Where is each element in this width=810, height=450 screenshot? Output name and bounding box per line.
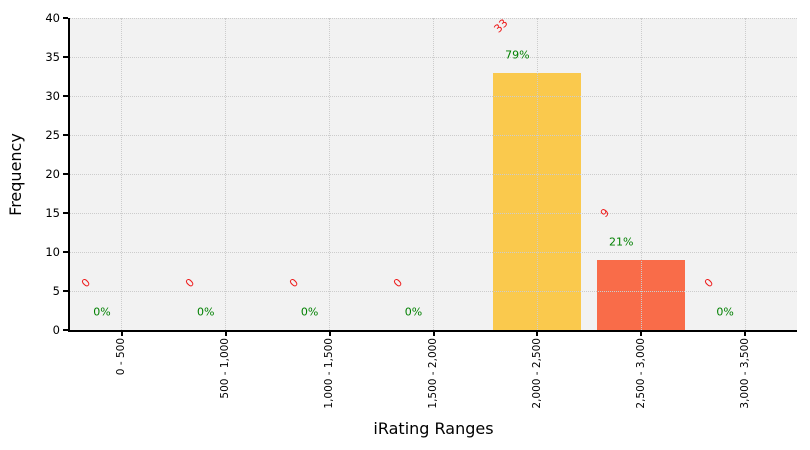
y-tick-label: 20	[45, 167, 60, 181]
v-gridline	[121, 18, 123, 330]
x-tick-label: 3,000 - 3,500	[738, 338, 751, 409]
x-tick-mark	[224, 332, 227, 336]
y-tick-label: 15	[45, 206, 60, 220]
count-label: 0	[78, 275, 93, 291]
y-axis-spine	[68, 18, 70, 332]
x-axis-title: iRating Ranges	[373, 419, 494, 438]
v-gridline	[329, 18, 331, 330]
count-label: 33	[491, 16, 511, 36]
y-tick-label: 25	[45, 128, 60, 142]
y-tick-label: 0	[52, 323, 60, 337]
count-label: 0	[182, 275, 197, 291]
y-tick-label: 30	[45, 89, 60, 103]
y-tick-label: 35	[45, 50, 60, 64]
y-tick-mark	[63, 95, 68, 97]
x-tick-label: 2,000 - 2,500	[530, 338, 543, 409]
x-tick-label: 1,500 - 2,000	[427, 338, 439, 409]
v-gridline	[536, 18, 538, 330]
percent-label: 0%	[716, 305, 734, 319]
percent-label: 0%	[404, 305, 423, 319]
x-tick-mark	[328, 332, 331, 336]
x-tick-label: 2,500 - 3,000	[634, 338, 647, 409]
y-tick-mark	[63, 251, 68, 253]
v-gridline	[225, 18, 227, 330]
x-tick-mark	[744, 332, 747, 336]
percent-label: 0%	[197, 305, 215, 319]
y-tick-mark	[63, 173, 68, 175]
y-tick-mark	[63, 212, 68, 214]
y-tick-label: 10	[45, 245, 60, 259]
y-tick-mark	[63, 329, 68, 331]
y-tick-mark	[63, 290, 68, 292]
percent-label: 79%	[505, 48, 530, 62]
count-label: 0	[701, 275, 717, 291]
y-axis-title-text: Frequency	[5, 132, 25, 216]
x-tick-label: 500 - 1,000	[219, 338, 232, 399]
percent-label: 21%	[608, 235, 634, 249]
percent-label: 0%	[93, 305, 111, 319]
x-tick-mark	[640, 332, 643, 336]
count-label: 0	[390, 275, 405, 291]
x-tick-mark	[536, 332, 539, 336]
count-label: 9	[598, 205, 613, 220]
count-label: 0	[286, 275, 301, 291]
v-gridline	[640, 18, 642, 330]
v-gridline	[433, 18, 434, 330]
x-tick-mark	[432, 332, 435, 336]
y-tick-label: 5	[52, 284, 60, 298]
plot-area: 0 0% 0 0% 0 0% 0 0% 33 79% 9 21% 0 0%	[70, 16, 797, 330]
y-tick-label: 40	[45, 11, 60, 25]
y-axis-title: Frequency	[0, 18, 30, 330]
x-axis-spine	[68, 330, 797, 332]
x-tick-label: 0 - 500	[115, 338, 128, 376]
v-gridline	[744, 18, 746, 330]
x-tick-label: 1,000 - 1,500	[323, 338, 336, 409]
percent-label: 0%	[300, 305, 319, 319]
y-tick-mark	[63, 134, 68, 136]
y-tick-mark	[63, 17, 68, 19]
x-tick-mark	[120, 332, 123, 336]
y-tick-mark	[63, 56, 68, 58]
